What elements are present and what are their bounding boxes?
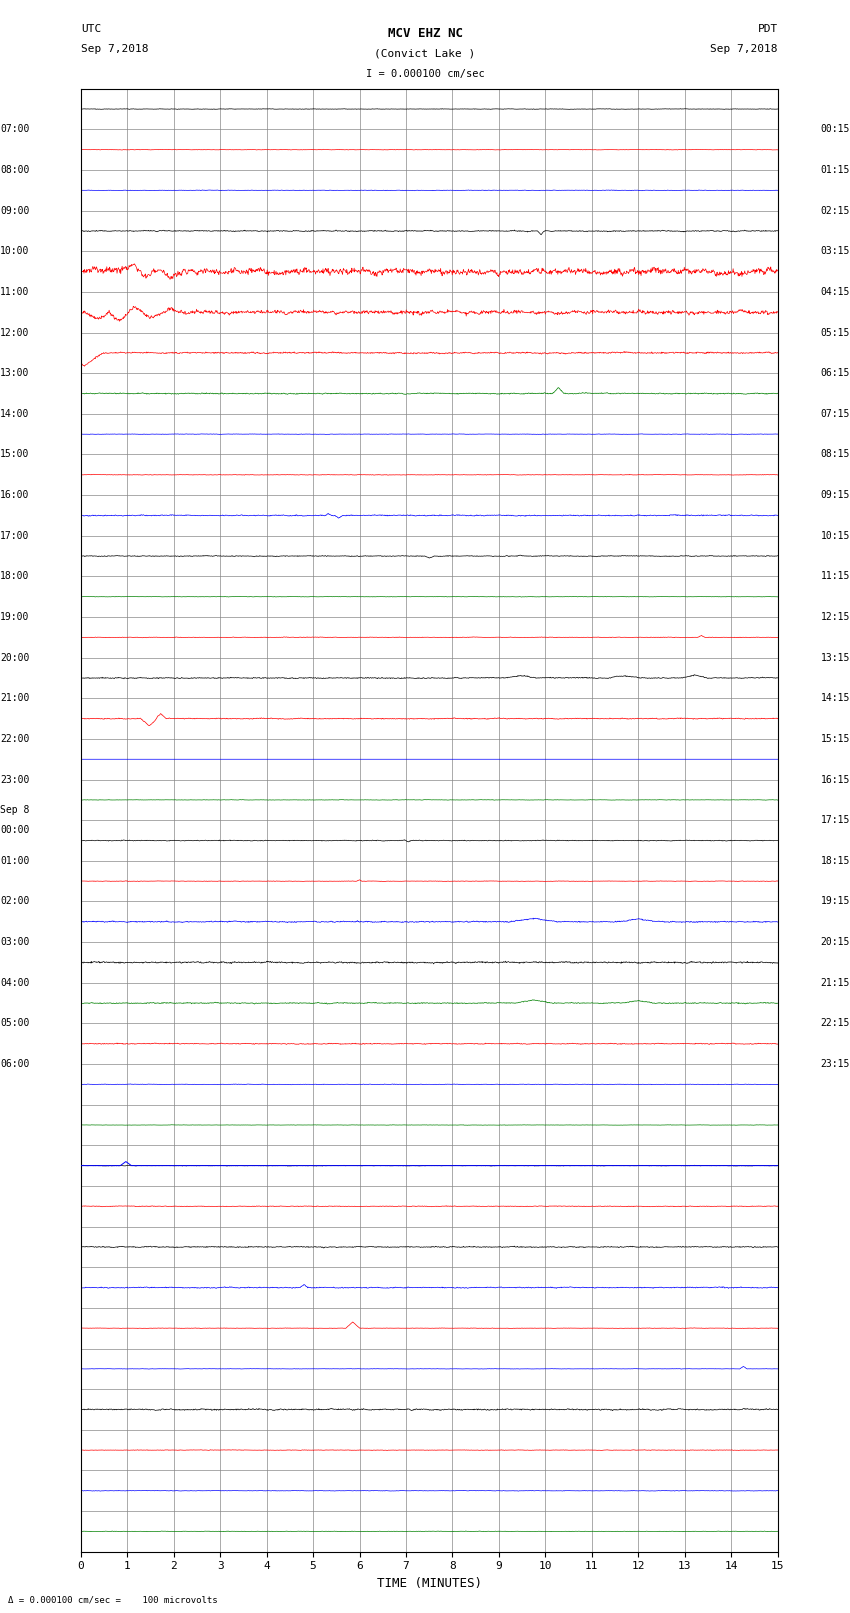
Text: 10:15: 10:15 xyxy=(820,531,850,540)
Text: 07:00: 07:00 xyxy=(0,124,30,134)
Text: 02:15: 02:15 xyxy=(820,205,850,216)
Text: 05:00: 05:00 xyxy=(0,1018,30,1029)
Text: 17:00: 17:00 xyxy=(0,531,30,540)
Text: I = 0.000100 cm/sec: I = 0.000100 cm/sec xyxy=(366,69,484,79)
Text: 13:15: 13:15 xyxy=(820,653,850,663)
Text: 15:15: 15:15 xyxy=(820,734,850,744)
Text: 08:15: 08:15 xyxy=(820,450,850,460)
Text: 13:00: 13:00 xyxy=(0,368,30,377)
Text: 04:00: 04:00 xyxy=(0,977,30,987)
Text: 18:15: 18:15 xyxy=(820,857,850,866)
Text: 03:15: 03:15 xyxy=(820,247,850,256)
Text: 02:00: 02:00 xyxy=(0,897,30,907)
Text: 09:00: 09:00 xyxy=(0,205,30,216)
Text: MCV EHZ NC: MCV EHZ NC xyxy=(388,27,462,40)
Text: 23:15: 23:15 xyxy=(820,1060,850,1069)
Text: 08:00: 08:00 xyxy=(0,165,30,174)
Text: Sep 7,2018: Sep 7,2018 xyxy=(711,44,778,53)
Text: (Convict Lake ): (Convict Lake ) xyxy=(374,48,476,58)
Text: 16:00: 16:00 xyxy=(0,490,30,500)
Text: 00:00: 00:00 xyxy=(0,826,30,836)
Text: 06:00: 06:00 xyxy=(0,1060,30,1069)
Text: 16:15: 16:15 xyxy=(820,774,850,784)
X-axis label: TIME (MINUTES): TIME (MINUTES) xyxy=(377,1578,482,1590)
Text: 07:15: 07:15 xyxy=(820,408,850,419)
Text: Sep 7,2018: Sep 7,2018 xyxy=(81,44,148,53)
Text: 11:15: 11:15 xyxy=(820,571,850,581)
Text: 22:00: 22:00 xyxy=(0,734,30,744)
Text: 10:00: 10:00 xyxy=(0,247,30,256)
Text: 00:15: 00:15 xyxy=(820,124,850,134)
Text: 21:15: 21:15 xyxy=(820,977,850,987)
Text: 12:15: 12:15 xyxy=(820,611,850,623)
Text: 14:15: 14:15 xyxy=(820,694,850,703)
Text: Δ = 0.000100 cm/sec =    100 microvolts: Δ = 0.000100 cm/sec = 100 microvolts xyxy=(8,1595,218,1605)
Text: 05:15: 05:15 xyxy=(820,327,850,337)
Text: 01:00: 01:00 xyxy=(0,857,30,866)
Text: 18:00: 18:00 xyxy=(0,571,30,581)
Text: 04:15: 04:15 xyxy=(820,287,850,297)
Text: 12:00: 12:00 xyxy=(0,327,30,337)
Text: 01:15: 01:15 xyxy=(820,165,850,174)
Text: 09:15: 09:15 xyxy=(820,490,850,500)
Text: Sep 8: Sep 8 xyxy=(0,805,30,816)
Text: 14:00: 14:00 xyxy=(0,408,30,419)
Text: 20:15: 20:15 xyxy=(820,937,850,947)
Text: 23:00: 23:00 xyxy=(0,774,30,784)
Text: 20:00: 20:00 xyxy=(0,653,30,663)
Text: UTC: UTC xyxy=(81,24,101,34)
Text: 11:00: 11:00 xyxy=(0,287,30,297)
Text: 15:00: 15:00 xyxy=(0,450,30,460)
Text: 22:15: 22:15 xyxy=(820,1018,850,1029)
Text: 21:00: 21:00 xyxy=(0,694,30,703)
Text: 03:00: 03:00 xyxy=(0,937,30,947)
Text: 19:00: 19:00 xyxy=(0,611,30,623)
Text: 17:15: 17:15 xyxy=(820,815,850,826)
Text: 19:15: 19:15 xyxy=(820,897,850,907)
Text: 06:15: 06:15 xyxy=(820,368,850,377)
Text: PDT: PDT xyxy=(757,24,778,34)
